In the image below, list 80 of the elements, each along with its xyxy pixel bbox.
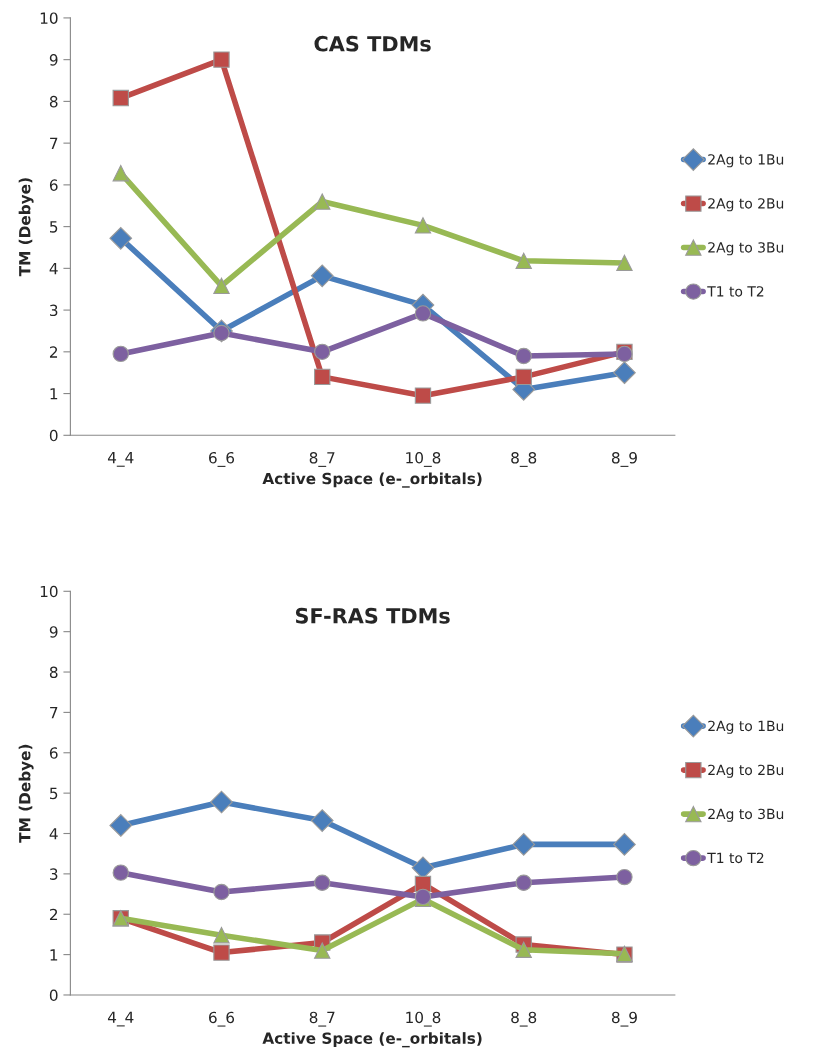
y-tick-label: 1 bbox=[50, 949, 58, 961]
point bbox=[112, 345, 129, 363]
y-tick-label: 7 bbox=[50, 137, 58, 149]
legend-label: 2Ag to 3Bu bbox=[708, 242, 784, 256]
y-tick-label: 10 bbox=[40, 12, 58, 24]
y-tick-label: 3 bbox=[50, 868, 58, 880]
point bbox=[515, 941, 532, 958]
legend-label: 2Ag to 1Bu bbox=[708, 720, 784, 734]
y-tick-label: 4 bbox=[49, 828, 58, 840]
point bbox=[109, 226, 133, 250]
legend-label: T1 to T2 bbox=[707, 286, 764, 297]
point bbox=[414, 217, 432, 234]
point bbox=[515, 347, 532, 365]
point bbox=[616, 254, 633, 272]
x-tick-label: 8_7 bbox=[309, 1011, 335, 1027]
y-tick-label: 5 bbox=[50, 221, 58, 233]
x-axis-title: Active Space (e-_orbitals) bbox=[262, 472, 482, 488]
point bbox=[213, 927, 230, 944]
point bbox=[314, 368, 331, 386]
point bbox=[112, 864, 129, 881]
legend-label: T1 to T2 bbox=[707, 852, 764, 864]
legend-label: 2Ag to 2Bu bbox=[708, 764, 784, 778]
x-tick-label: 10_8 bbox=[406, 451, 441, 467]
y-tick-label: 6 bbox=[49, 179, 58, 191]
text: SF-RAS TDMs bbox=[295, 607, 450, 624]
y-tick-label: 2 bbox=[49, 346, 58, 358]
y-tick-label: 9 bbox=[49, 54, 58, 66]
y-tick-label: 9 bbox=[49, 626, 58, 638]
x-tick-label: 4_4 bbox=[107, 1011, 134, 1027]
x-tick-label: 8_8 bbox=[511, 1011, 537, 1027]
point bbox=[314, 193, 331, 210]
x-tick-label: 6_6 bbox=[209, 1011, 235, 1027]
point bbox=[310, 809, 334, 832]
point bbox=[210, 790, 233, 814]
point bbox=[213, 883, 230, 901]
y-tick-label: 8 bbox=[49, 666, 58, 679]
y-tick-label: 10 bbox=[40, 585, 58, 598]
x-tick-label: 10_8 bbox=[406, 1011, 441, 1027]
x-tick-label: 4_4 bbox=[107, 452, 134, 467]
x-tick-label: 6_6 bbox=[209, 451, 235, 467]
x-tick-label: 8_9 bbox=[611, 1011, 637, 1027]
y-tick-label: 6 bbox=[49, 747, 58, 759]
y-tick-label: 5 bbox=[50, 787, 58, 800]
x-axis-title: Active Space (e-_orbitals) bbox=[262, 1032, 482, 1048]
point bbox=[515, 368, 532, 386]
point bbox=[613, 833, 636, 856]
point bbox=[213, 51, 230, 68]
y-tick-label: 4 bbox=[49, 263, 58, 275]
point bbox=[515, 874, 532, 891]
y-axis-title: TM (Debye) bbox=[18, 178, 34, 277]
point bbox=[310, 264, 334, 288]
point bbox=[213, 277, 230, 295]
x-tick-label: 8_7 bbox=[309, 451, 335, 467]
point bbox=[414, 305, 432, 322]
y-tick-label: 8 bbox=[49, 95, 58, 108]
point bbox=[314, 874, 331, 891]
point bbox=[112, 89, 129, 107]
y-axis-title: TM (Debye) bbox=[18, 744, 34, 843]
y-tick-label: 3 bbox=[50, 304, 58, 317]
x-tick-label: 8_8 bbox=[511, 451, 537, 467]
legend-label: 2Ag to 1Bu bbox=[708, 154, 784, 168]
point bbox=[414, 387, 432, 404]
point bbox=[109, 814, 133, 837]
y-tick-label: 7 bbox=[50, 707, 58, 719]
y-tick-label: 0 bbox=[49, 429, 58, 442]
x-tick-label: 8_9 bbox=[611, 451, 637, 467]
point bbox=[512, 833, 536, 856]
point bbox=[616, 868, 633, 886]
legend-label: 2Ag to 3Bu bbox=[708, 808, 784, 822]
y-tick-label: 2 bbox=[49, 908, 58, 921]
point bbox=[613, 361, 636, 385]
point bbox=[314, 942, 331, 959]
point bbox=[213, 944, 230, 961]
y-tick-label: 0 bbox=[49, 989, 58, 1001]
text: CAS TDMs bbox=[314, 35, 431, 52]
point bbox=[314, 343, 331, 361]
y-tick-label: 1 bbox=[50, 388, 58, 400]
point bbox=[515, 252, 532, 270]
legend-label: 2Ag to 2Bu bbox=[708, 198, 784, 212]
point bbox=[112, 164, 129, 182]
